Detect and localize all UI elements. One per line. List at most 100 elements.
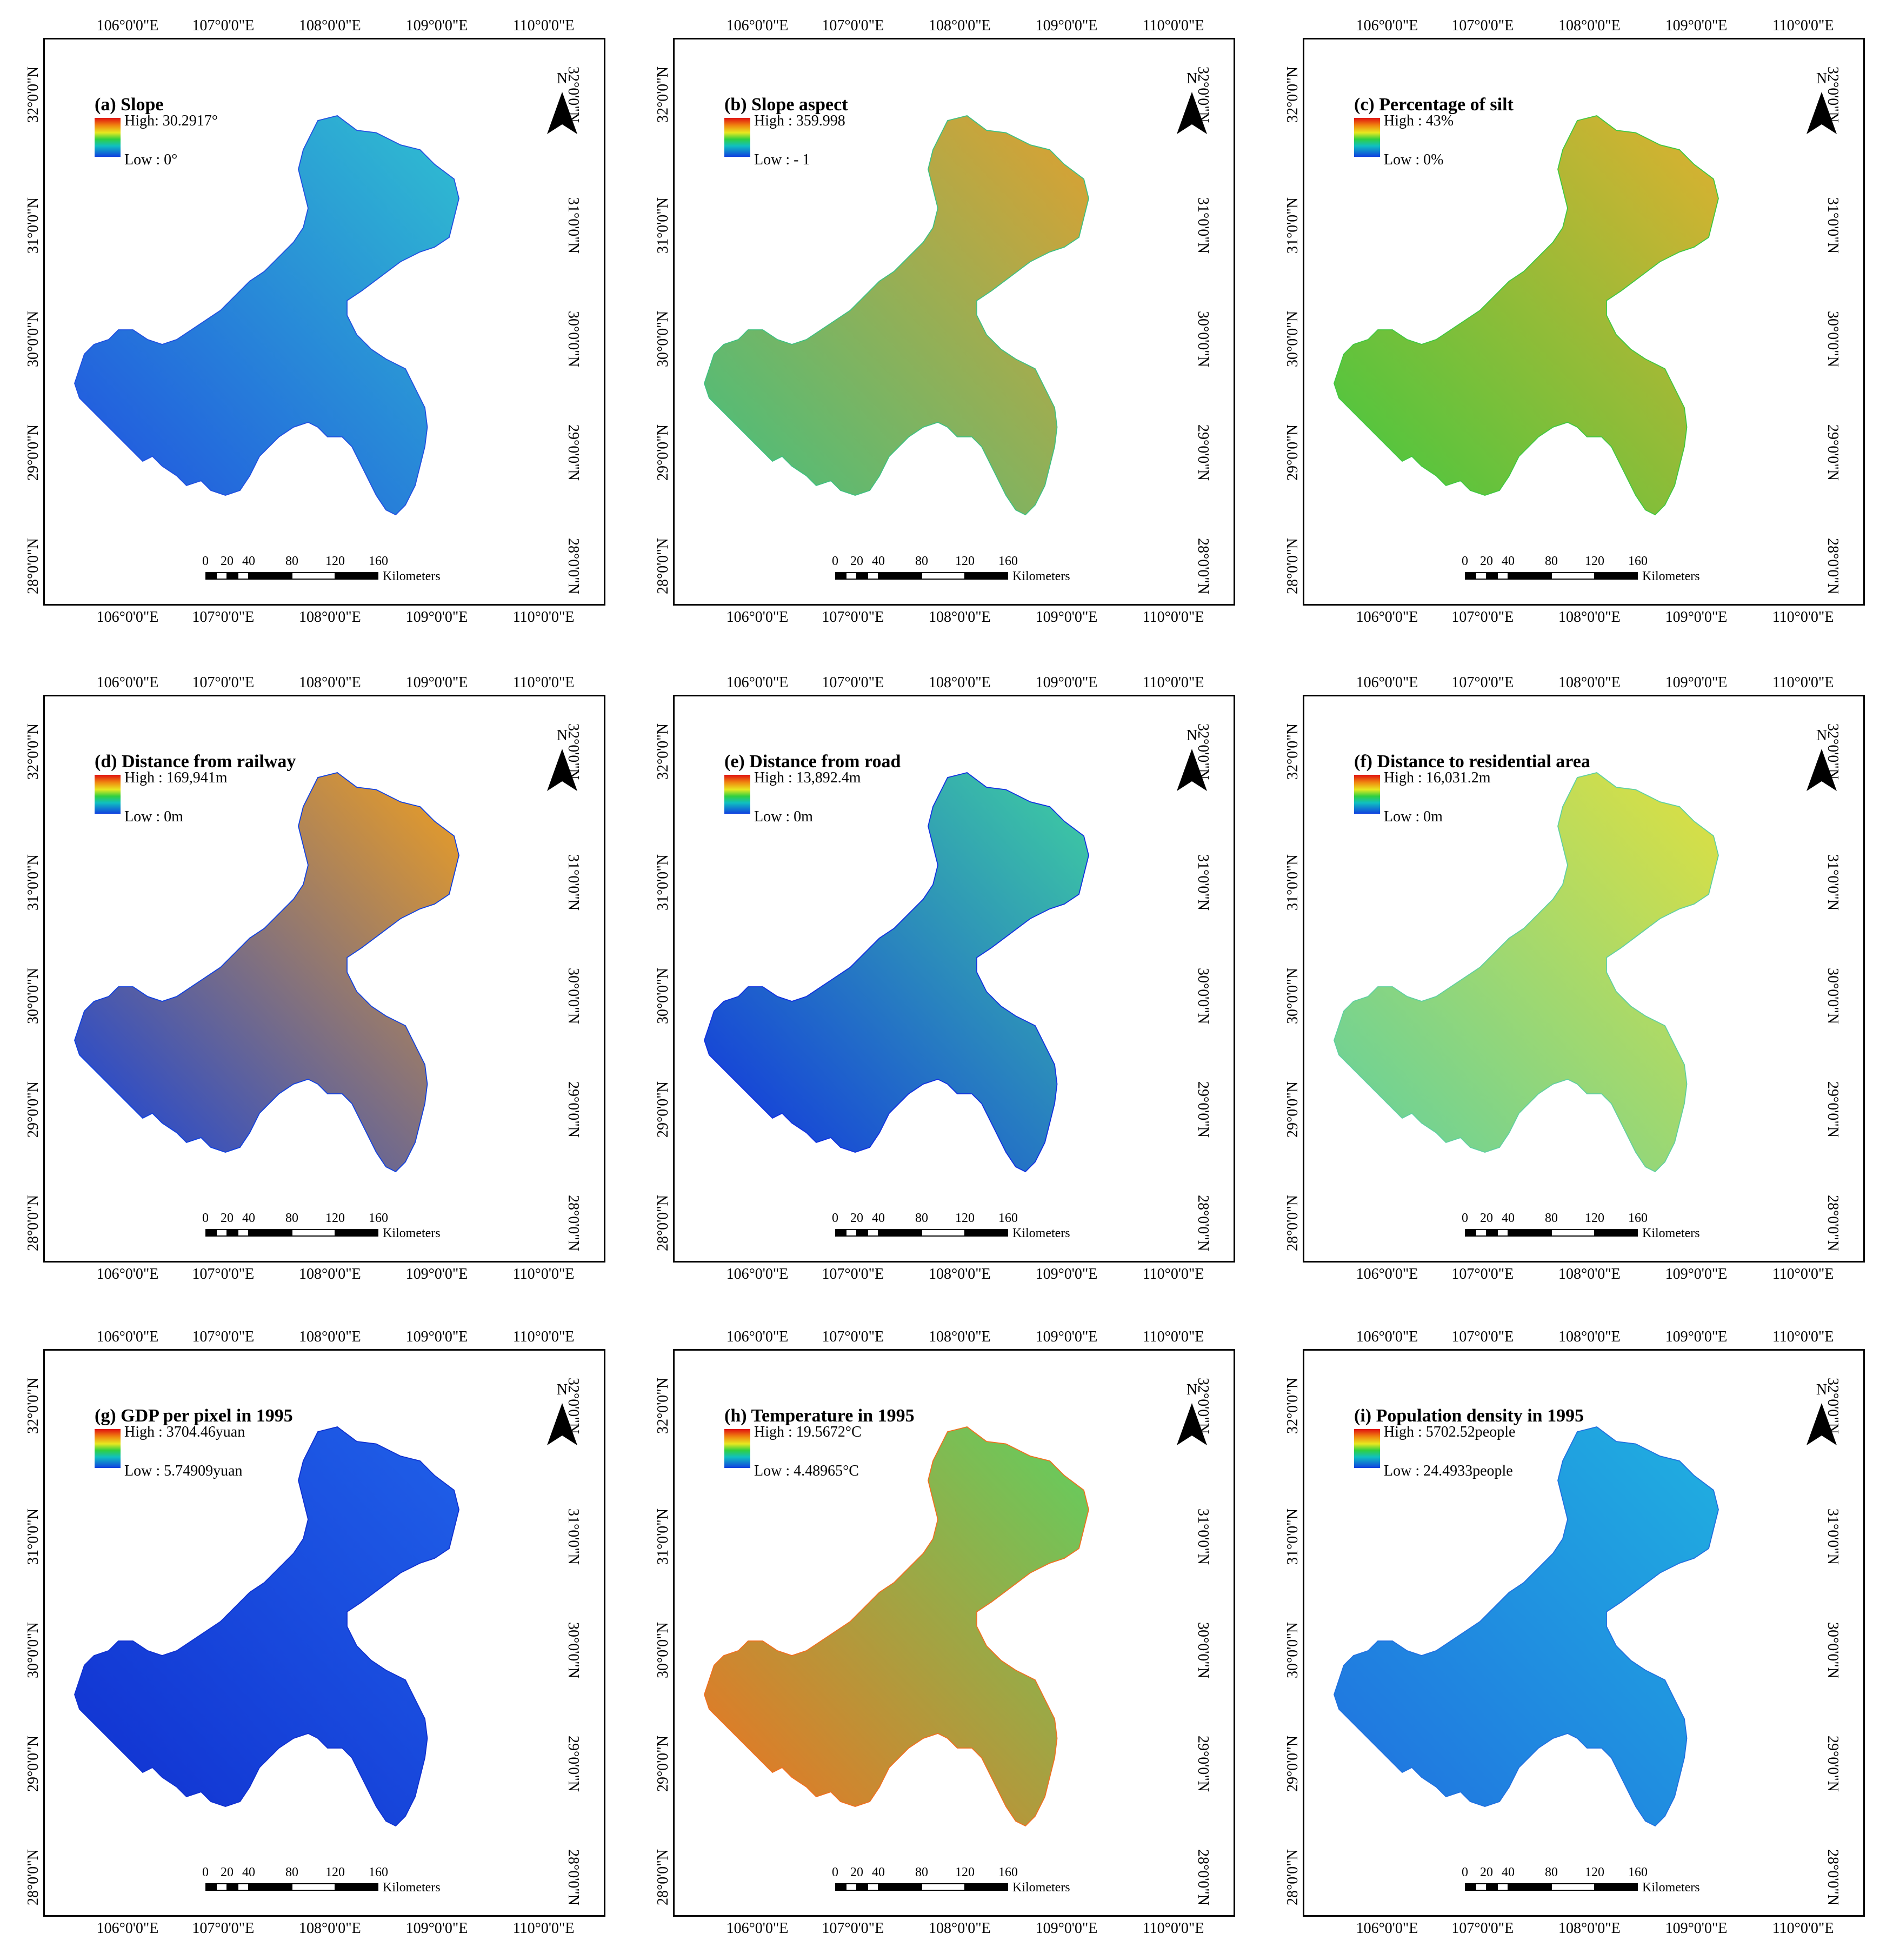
longitude-label-bottom: 107°0'0"E — [192, 609, 255, 626]
latitude-label-right: 31°0'0"N — [1195, 854, 1211, 911]
longitude-label-top: 110°0'0"E — [1142, 1328, 1204, 1345]
latitude-label-left: 32°0'0"N — [655, 1378, 671, 1434]
longitude-label-top: 109°0'0"E — [1665, 674, 1728, 691]
latitude-label-right: 30°0'0"N — [1195, 310, 1211, 367]
legend-color-ramp — [1354, 775, 1380, 814]
latitude-label-left: 32°0'0"N — [25, 723, 42, 780]
longitude-label-bottom: 107°0'0"E — [822, 1266, 884, 1283]
scale-number: 40 — [872, 1865, 885, 1879]
longitude-label-top: 109°0'0"E — [1665, 17, 1728, 34]
longitude-label-top: 107°0'0"E — [1451, 17, 1514, 34]
latitude-label-left: 29°0'0"N — [1284, 1735, 1301, 1792]
legend-low: Low : 0° — [124, 151, 178, 168]
scale-number: 120 — [1585, 1211, 1604, 1225]
legend-color-ramp — [95, 775, 121, 814]
scale-number: 80 — [915, 1865, 928, 1879]
north-letter: N — [1816, 727, 1828, 744]
latitude-label-left: 28°0'0"N — [655, 1849, 671, 1905]
legend-low: Low : 0m — [124, 808, 183, 825]
scale-number: 40 — [242, 1211, 255, 1225]
latitude-label-left: 29°0'0"N — [1284, 424, 1301, 481]
scale-number: 40 — [872, 554, 885, 568]
legend-low: Low : 24.4933people — [1384, 1463, 1513, 1479]
latitude-label-right: 28°0'0"N — [1824, 1849, 1841, 1905]
chongqing-region — [1334, 772, 1719, 1173]
scale-number: 0 — [832, 1211, 838, 1225]
scale-bar — [1465, 1883, 1638, 1891]
latitude-label-right: 30°0'0"N — [565, 310, 582, 367]
chongqing-region — [74, 1426, 459, 1827]
longitude-label-bottom: 106°0'0"E — [726, 1266, 789, 1283]
latitude-label-left: 31°0'0"N — [25, 854, 42, 911]
longitude-label-bottom: 110°0'0"E — [512, 609, 575, 626]
scale-number: 20 — [850, 1865, 863, 1879]
scale-number: 160 — [1628, 1865, 1648, 1879]
latitude-label-right: 29°0'0"N — [565, 1735, 582, 1792]
region-map — [74, 1426, 459, 1827]
legend-high: High : 16,031.2m — [1384, 769, 1491, 786]
scale-number: 160 — [369, 1211, 388, 1225]
latitude-label-right: 28°0'0"N — [565, 1849, 582, 1905]
north-letter: N — [556, 70, 568, 87]
north-arrow-icon — [1177, 749, 1207, 791]
latitude-label-left: 29°0'0"N — [655, 424, 671, 481]
scale-bar — [835, 1883, 1008, 1891]
chongqing-region — [704, 772, 1089, 1173]
longitude-label-bottom: 106°0'0"E — [96, 1920, 159, 1937]
latitude-label-left: 32°0'0"N — [1284, 67, 1301, 123]
longitude-label-bottom: 110°0'0"E — [1772, 1266, 1834, 1283]
map-panel: 106°0'0"E 106°0'0"E 107°0'0"E 107°0'0"E 108°… — [1284, 1328, 1887, 1960]
longitude-label-bottom: 109°0'0"E — [1035, 1920, 1098, 1937]
longitude-label-top: 107°0'0"E — [1451, 1328, 1514, 1345]
scale-number: 0 — [832, 1865, 838, 1879]
longitude-label-bottom: 107°0'0"E — [192, 1266, 255, 1283]
latitude-label-right: 30°0'0"N — [565, 1622, 582, 1678]
latitude-label-left: 29°0'0"N — [1284, 1081, 1301, 1138]
longitude-label-bottom: 109°0'0"E — [1035, 1266, 1098, 1283]
scale-number: 40 — [1502, 1865, 1515, 1879]
latitude-label-right: 31°0'0"N — [1195, 1508, 1211, 1565]
longitude-label-top: 106°0'0"E — [1356, 1328, 1418, 1345]
latitude-label-left: 29°0'0"N — [655, 1735, 671, 1792]
latitude-label-left: 30°0'0"N — [25, 310, 42, 367]
longitude-label-bottom: 108°0'0"E — [299, 1266, 361, 1283]
scale-number: 0 — [1462, 1865, 1468, 1879]
legend-low: Low : 5.74909yuan — [124, 1463, 243, 1479]
longitude-label-top: 107°0'0"E — [192, 1328, 255, 1345]
scale-bar — [835, 1229, 1008, 1237]
longitude-label-top: 110°0'0"E — [512, 17, 575, 34]
region-map — [1334, 772, 1719, 1173]
legend-low: Low : 0% — [1384, 151, 1444, 168]
scale-bar — [205, 572, 378, 580]
longitude-label-top: 109°0'0"E — [1665, 1328, 1728, 1345]
longitude-label-bottom: 107°0'0"E — [1451, 609, 1514, 626]
latitude-label-right: 30°0'0"N — [565, 967, 582, 1024]
legend-high: High : 359.998 — [754, 112, 845, 129]
longitude-label-top: 110°0'0"E — [1142, 17, 1204, 34]
map-panel: 106°0'0"E 106°0'0"E 107°0'0"E 107°0'0"E 108°… — [25, 1328, 627, 1960]
longitude-label-top: 107°0'0"E — [822, 674, 884, 691]
latitude-label-right: 29°0'0"N — [1195, 1081, 1211, 1138]
map-title: (e) Distance from road — [724, 752, 901, 772]
scale-number: 160 — [998, 554, 1018, 568]
north-arrow-icon — [1807, 749, 1837, 791]
scale-unit: Kilometers — [1642, 1881, 1700, 1895]
latitude-label-right: 28°0'0"N — [1824, 537, 1841, 594]
scale-number: 160 — [369, 1865, 388, 1879]
latitude-label-left: 28°0'0"N — [1284, 537, 1301, 594]
scale-bar — [1465, 572, 1638, 580]
latitude-label-left: 32°0'0"N — [25, 1378, 42, 1434]
latitude-label-left: 30°0'0"N — [1284, 310, 1301, 367]
longitude-label-top: 106°0'0"E — [96, 674, 159, 691]
scale-number: 120 — [325, 1211, 345, 1225]
legend-low: Low : 0m — [754, 808, 813, 825]
scale-number: 20 — [850, 1211, 863, 1225]
longitude-label-bottom: 110°0'0"E — [1142, 609, 1204, 626]
scale-number: 20 — [221, 554, 234, 568]
longitude-label-bottom: 107°0'0"E — [1451, 1266, 1514, 1283]
longitude-label-top: 106°0'0"E — [1356, 17, 1418, 34]
scale-number: 160 — [998, 1865, 1018, 1879]
longitude-label-top: 108°0'0"E — [1558, 1328, 1621, 1345]
map-title: (g) GDP per pixel in 1995 — [95, 1406, 293, 1426]
